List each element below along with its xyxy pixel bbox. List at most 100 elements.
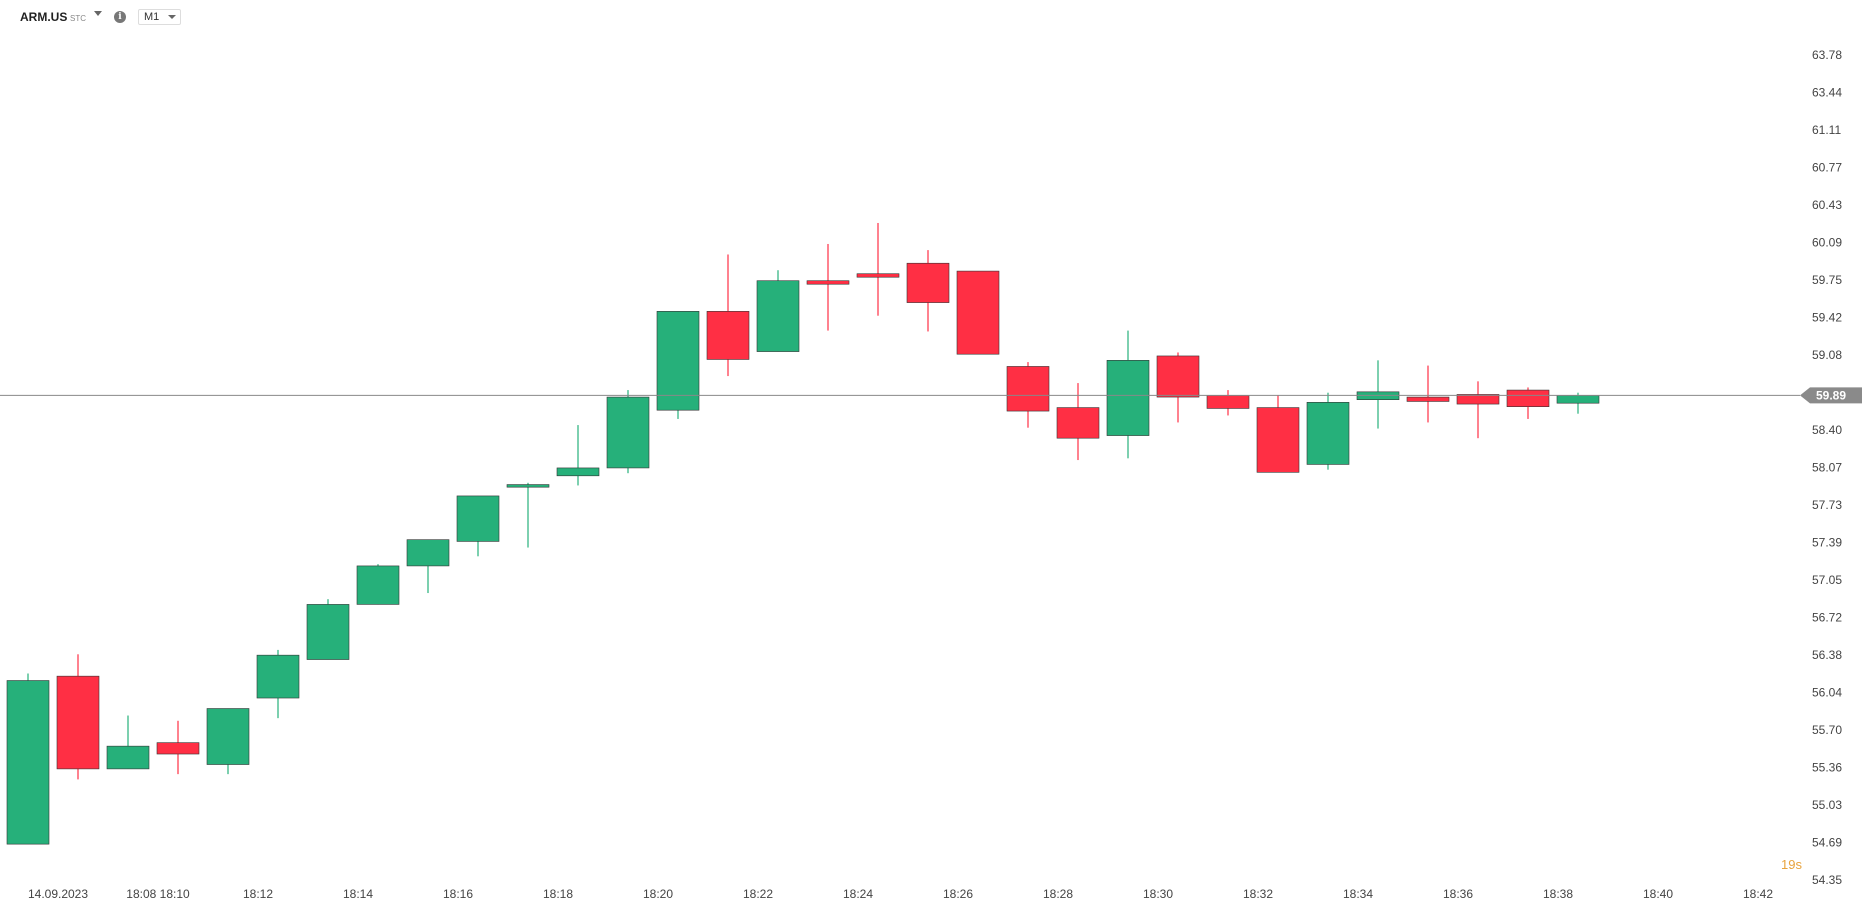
x-tick-label: 18:14 xyxy=(343,887,373,901)
candle[interactable] xyxy=(1156,352,1200,423)
candle-body xyxy=(1156,355,1200,398)
y-tick-label: 55.03 xyxy=(1812,798,1842,812)
y-tick-label: 58.40 xyxy=(1812,423,1842,437)
candle[interactable] xyxy=(1356,360,1400,429)
price-axis: 63.78 63.44 61.11 60.77 60.43 60.09 59.75 59.42… xyxy=(1812,48,1842,887)
candle-body xyxy=(1106,360,1150,436)
candle[interactable] xyxy=(1256,395,1300,473)
chart-toolbar: ARM.US STC i M1 xyxy=(0,0,1866,30)
x-tick-label: 18:24 xyxy=(843,887,873,901)
y-tick-label: 58.07 xyxy=(1812,461,1842,475)
candle-body xyxy=(706,311,750,360)
candle[interactable] xyxy=(56,654,100,780)
candle[interactable] xyxy=(106,715,150,770)
candle[interactable] xyxy=(1556,392,1600,414)
x-tick-label: 18:20 xyxy=(643,887,673,901)
candle[interactable] xyxy=(256,649,300,719)
candle-body xyxy=(6,680,50,845)
candle[interactable] xyxy=(1456,381,1500,439)
candle-body xyxy=(656,311,700,411)
x-tick-label: 18:42 xyxy=(1743,887,1773,901)
timeframe-value: M1 xyxy=(144,11,160,23)
candle[interactable] xyxy=(456,495,500,557)
candle[interactable] xyxy=(1206,390,1250,416)
x-tick-label: 18:18 xyxy=(543,887,573,901)
x-tick-label: 18:12 xyxy=(243,887,273,901)
candle-body xyxy=(106,745,150,770)
y-tick-label: 56.04 xyxy=(1812,686,1842,700)
y-tick-label: 56.38 xyxy=(1812,648,1842,662)
candle[interactable] xyxy=(1306,392,1350,470)
countdown-timer: 19s xyxy=(1781,857,1802,872)
candle[interactable] xyxy=(206,708,250,775)
y-tick-label: 60.43 xyxy=(1812,198,1842,212)
x-tick-label: 18:36 xyxy=(1443,887,1473,901)
candle-body xyxy=(1056,407,1100,439)
y-tick-label: 61.11 xyxy=(1812,123,1841,137)
candle-body xyxy=(406,539,450,567)
candle-body xyxy=(456,495,500,542)
candle[interactable] xyxy=(1056,383,1100,461)
candle-body xyxy=(956,270,1000,355)
candle-body xyxy=(1556,395,1600,404)
symbol-dropdown-icon[interactable] xyxy=(94,11,102,16)
y-tick-label: 59.42 xyxy=(1812,311,1842,325)
candle[interactable] xyxy=(606,390,650,474)
candle[interactable] xyxy=(806,243,850,331)
candle[interactable] xyxy=(506,482,550,548)
candle[interactable] xyxy=(706,254,750,377)
candle-body xyxy=(256,654,300,699)
candle[interactable] xyxy=(756,270,800,352)
candle-body xyxy=(1006,366,1050,412)
x-tick-label: 18:38 xyxy=(1543,887,1573,901)
y-tick-label: 54.35 xyxy=(1812,873,1842,887)
candle[interactable] xyxy=(856,222,900,316)
candle[interactable] xyxy=(906,250,950,332)
current-price-label: 59.89 xyxy=(1816,388,1846,402)
candle[interactable] xyxy=(406,539,450,594)
candle[interactable] xyxy=(1406,365,1450,423)
candle-body xyxy=(1406,396,1450,402)
x-tick-label: 18:30 xyxy=(1143,887,1173,901)
x-tick-label: 18:08 18:10 xyxy=(126,887,190,901)
candle-body xyxy=(356,565,400,605)
candle-body xyxy=(1256,407,1300,473)
candle-body xyxy=(506,484,550,488)
candle-body xyxy=(856,273,900,278)
candle-body xyxy=(1306,402,1350,465)
chevron-down-icon xyxy=(168,15,176,19)
candle[interactable] xyxy=(6,673,50,845)
y-tick-label: 57.39 xyxy=(1812,536,1842,550)
current-price-tag xyxy=(1800,387,1862,404)
y-tick-label: 57.05 xyxy=(1812,573,1842,587)
x-tick-label: 18:32 xyxy=(1243,887,1273,901)
candle[interactable] xyxy=(556,425,600,486)
y-tick-label: 57.73 xyxy=(1812,498,1842,512)
y-tick-label: 55.36 xyxy=(1812,761,1842,775)
candle-body xyxy=(306,604,350,660)
candle[interactable] xyxy=(656,311,700,419)
candle-body xyxy=(556,467,600,477)
candle[interactable] xyxy=(156,720,200,775)
candle-body xyxy=(1206,395,1250,409)
candle-body xyxy=(756,280,800,352)
candle-body xyxy=(156,742,200,755)
candle[interactable] xyxy=(956,270,1000,355)
info-icon[interactable]: i xyxy=(114,11,126,23)
y-tick-label: 55.70 xyxy=(1812,723,1842,737)
x-tick-label: 18:22 xyxy=(743,887,773,901)
x-tick-label: 18:40 xyxy=(1643,887,1673,901)
y-tick-label: 59.08 xyxy=(1812,348,1842,362)
candle-body xyxy=(206,708,250,765)
symbol-name[interactable]: ARM.US xyxy=(20,10,68,24)
candle-body xyxy=(906,262,950,303)
candle[interactable] xyxy=(356,564,400,605)
y-tick-label: 63.78 xyxy=(1812,48,1842,62)
x-tick-label: 18:26 xyxy=(943,887,973,901)
timeframe-select[interactable]: M1 xyxy=(138,9,181,25)
candle[interactable] xyxy=(1106,330,1150,459)
candle[interactable] xyxy=(1506,387,1550,419)
candle[interactable] xyxy=(306,599,350,660)
candle-body xyxy=(1456,394,1500,405)
